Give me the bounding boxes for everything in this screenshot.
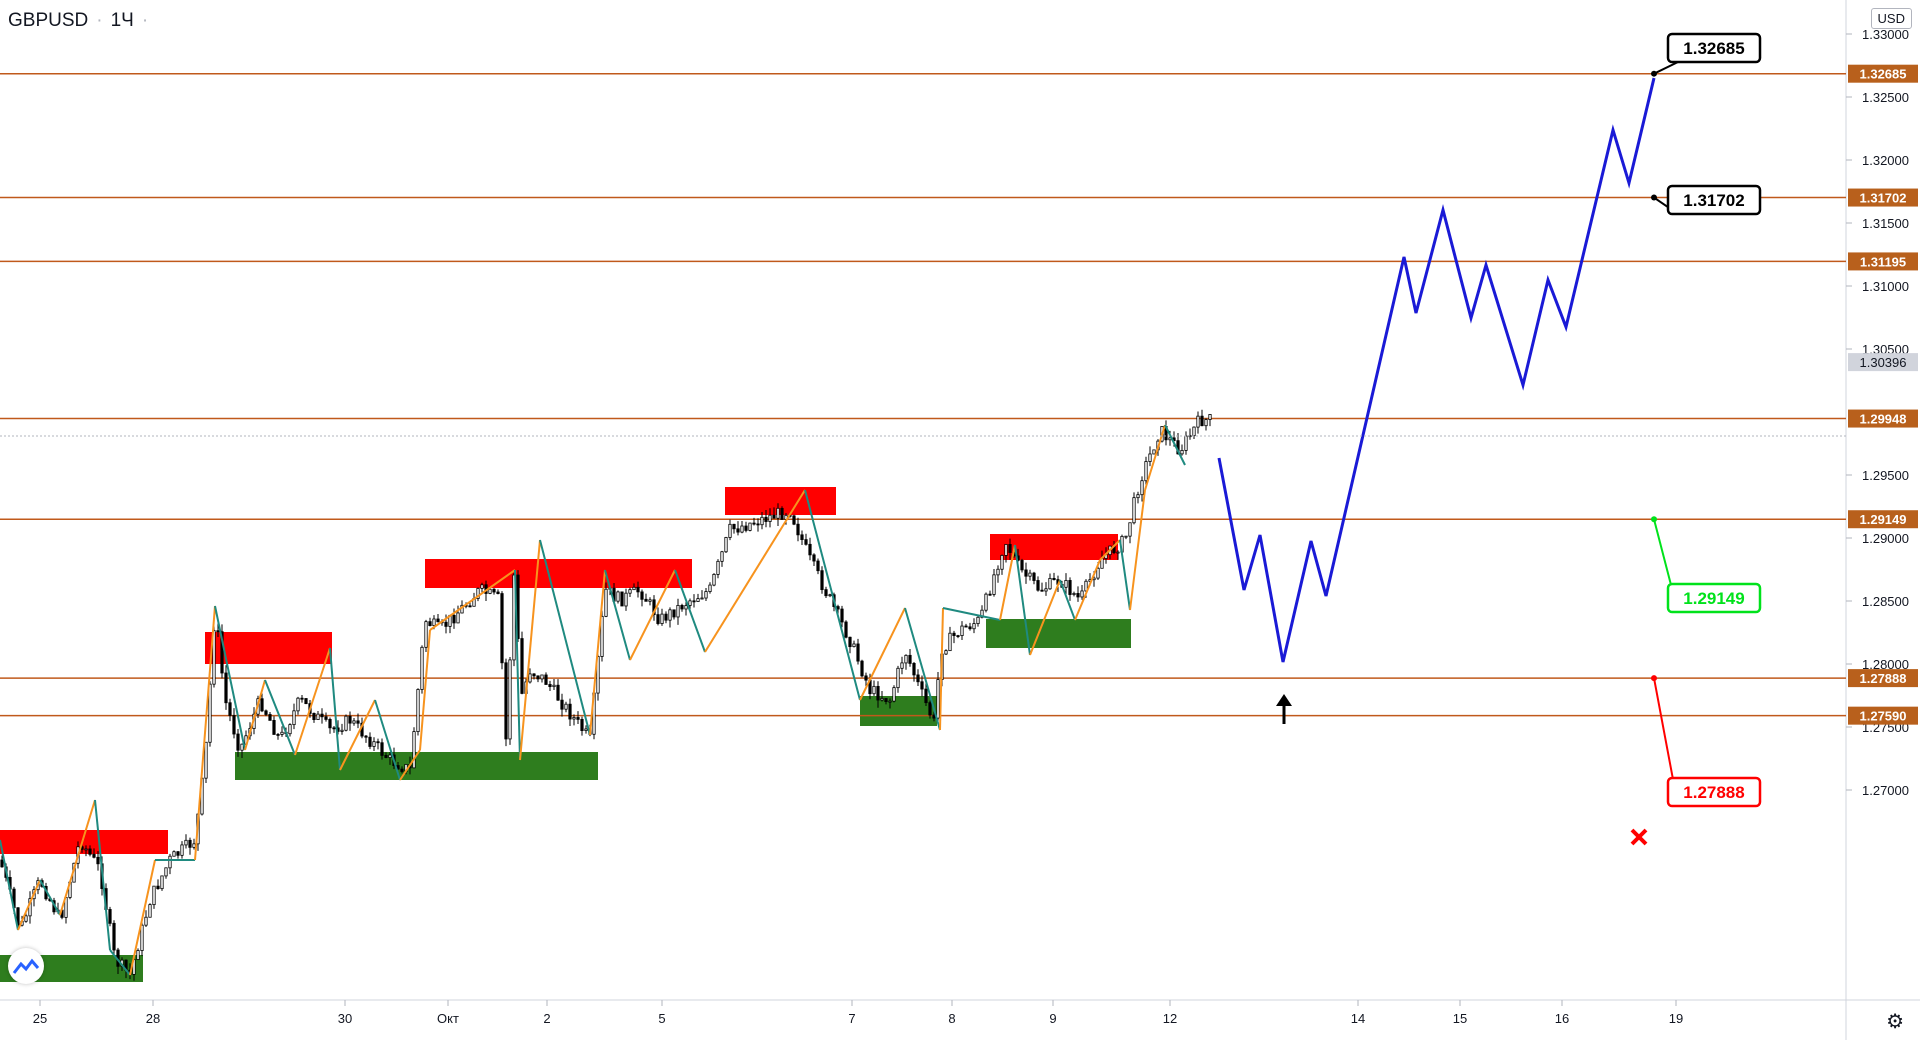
svg-text:1.31702: 1.31702 xyxy=(1683,191,1744,210)
svg-text:1.31702: 1.31702 xyxy=(1860,191,1907,206)
separator-dot: · xyxy=(96,10,103,31)
price-tick-label: 1.31500 xyxy=(1862,216,1909,231)
price-tick-label: 1.33000 xyxy=(1862,27,1909,42)
price-tick-label: 1.27000 xyxy=(1862,783,1909,798)
time-tick-label: 30 xyxy=(338,1011,352,1026)
price-callout[interactable]: 1.29149 xyxy=(1651,516,1762,614)
currency-button[interactable]: USD xyxy=(1870,8,1912,29)
price-level-badge: 1.27590 xyxy=(1848,706,1918,725)
price-level-badge: 1.29948 xyxy=(1848,409,1918,428)
svg-text:1.29149: 1.29149 xyxy=(1860,512,1907,527)
svg-text:1.32685: 1.32685 xyxy=(1860,67,1907,82)
svg-text:1.31195: 1.31195 xyxy=(1860,254,1906,269)
time-tick-label: 9 xyxy=(1049,1011,1056,1026)
price-level-badge: 1.31702 xyxy=(1848,188,1918,207)
time-tick-label: 14 xyxy=(1351,1011,1365,1026)
up-arrow-icon xyxy=(1276,694,1292,724)
time-tick-label: 7 xyxy=(848,1011,855,1026)
time-tick-label: 2 xyxy=(543,1011,550,1026)
svg-text:1.27888: 1.27888 xyxy=(1683,783,1744,802)
candlestick-series xyxy=(0,409,1212,981)
price-callout[interactable]: 1.31702 xyxy=(1651,184,1762,216)
gear-icon[interactable]: ⚙ xyxy=(1886,1011,1904,1033)
price-tick-label: 1.28000 xyxy=(1862,657,1909,672)
forecast-path[interactable] xyxy=(1217,77,1656,663)
time-tick-label: 25 xyxy=(33,1011,47,1026)
demand-zone xyxy=(860,696,937,726)
price-level-badge: 1.27888 xyxy=(1848,669,1918,688)
price-callout[interactable]: 1.32685 xyxy=(1651,32,1762,77)
svg-text:1.27590: 1.27590 xyxy=(1860,709,1907,724)
price-tick-label: 1.28500 xyxy=(1862,594,1909,609)
time-tick-label: 15 xyxy=(1453,1011,1467,1026)
svg-text:1.29948: 1.29948 xyxy=(1860,412,1907,427)
svg-text:1.27888: 1.27888 xyxy=(1860,671,1907,686)
price-tick-label: 1.31000 xyxy=(1862,279,1909,294)
time-tick-label: 28 xyxy=(146,1011,160,1026)
price-level-badge: 1.29149 xyxy=(1848,510,1918,529)
svg-text:1.30396: 1.30396 xyxy=(1860,355,1907,370)
time-tick-label: Окт xyxy=(437,1011,459,1026)
demand-zone xyxy=(986,619,1131,648)
time-tick-label: 5 xyxy=(658,1011,665,1026)
price-callout[interactable]: 1.27888 xyxy=(1651,675,1762,808)
price-tick-label: 1.29000 xyxy=(1862,531,1909,546)
price-tick-label: 1.32000 xyxy=(1862,153,1909,168)
svg-text:1.32685: 1.32685 xyxy=(1683,39,1744,58)
x-mark-icon xyxy=(1630,828,1648,846)
zigzag-indicator xyxy=(0,424,1186,976)
current-price-badge: 1.30396 xyxy=(1848,353,1918,372)
price-level-badge: 1.32685 xyxy=(1848,64,1918,83)
price-tick-label: 1.32500 xyxy=(1862,90,1909,105)
tradingview-logo-icon[interactable] xyxy=(8,948,44,984)
time-tick-label: 16 xyxy=(1555,1011,1569,1026)
time-tick-label: 12 xyxy=(1163,1011,1177,1026)
interval-label: 1Ч xyxy=(110,10,134,31)
symbol-header[interactable]: GBPUSD · 1Ч · xyxy=(8,10,148,32)
price-level-badge: 1.31195 xyxy=(1848,252,1918,271)
svg-text:1.29149: 1.29149 xyxy=(1683,589,1744,608)
symbol-name: GBPUSD xyxy=(8,10,89,31)
supply-zone xyxy=(425,559,692,588)
time-tick-label: 8 xyxy=(948,1011,955,1026)
time-tick-label: 19 xyxy=(1669,1011,1683,1026)
price-tick-label: 1.29500 xyxy=(1862,468,1909,483)
separator-dot: · xyxy=(141,10,149,31)
